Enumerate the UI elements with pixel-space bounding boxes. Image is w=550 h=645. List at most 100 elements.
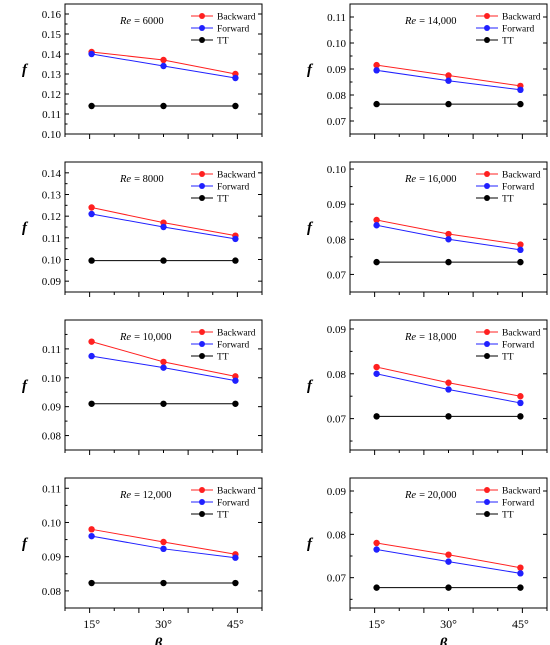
legend-marker [199,511,205,517]
legend-entry: TT [476,353,514,363]
legend-label: Backward [502,329,541,339]
legend-entry: Forward [191,341,249,351]
legend-marker [484,37,490,43]
data-point-tt [373,100,380,108]
legend-entry: TT [191,37,229,47]
legend-marker [484,13,490,19]
data-point-tt [160,400,167,407]
legend-label: Backward [502,171,541,181]
data-point-forward [373,222,380,229]
legend-label: TT [502,37,514,47]
data-point-forward [160,545,167,553]
legend-marker [199,341,205,347]
data-point-forward [160,223,167,231]
x-tick-label: 45° [512,617,529,631]
legend-label: Forward [217,499,249,509]
chart-panel: 0.11 0.10 0.09 0.08 f Re = 10,000 Backward Forwa… [22,319,263,455]
legend-marker [484,171,490,177]
data-point-tt [88,579,95,587]
data-point-backward [517,564,524,571]
y-tick-label: 0.08 [327,234,347,246]
re-value: = 6000 [134,16,164,27]
chart-panel: 0.11 0.10 0.09 0.08 0.07 f Re = 14,000 Backward F… [307,3,548,139]
data-point-forward [517,570,524,577]
re-symbol: Re [404,174,416,185]
chart-panel: 0.11 0.10 0.09 0.08 f Re = 12,000 Backward Forwa… [22,477,263,645]
data-point-tt [373,584,380,591]
y-tick-label: 0.08 [327,90,347,102]
y-tick-label: 0.08 [327,369,347,381]
legend-marker [484,341,490,347]
x-axis-label: β [154,636,163,645]
legend-label: Forward [217,183,249,193]
legend-marker [199,195,205,201]
data-point-tt [232,102,239,110]
y-tick-label: 0.10 [327,38,347,50]
re-symbol: Re [119,174,131,185]
re-label: Re = 12,000 [119,490,172,501]
y-tick-label: 0.10 [42,129,62,141]
legend-marker [199,499,205,505]
y-tick-label: 0.11 [42,483,61,495]
data-point-backward [445,230,452,238]
y-tick-label: 0.11 [42,109,61,121]
data-point-forward [445,236,452,243]
data-point-forward [232,554,239,561]
legend-entry: Forward [476,341,534,351]
legend-label: TT [217,511,229,521]
legend-entry: Backward [191,329,256,339]
chart-panel: 0.09 0.08 0.07 f Re = 18,000 Backward Forward TT [307,319,548,455]
data-point-backward [373,216,380,224]
re-value: = 16,000 [419,174,456,185]
re-label: Re = 20,000 [404,490,457,501]
y-tick-label: 0.15 [42,29,62,41]
data-point-backward [445,379,452,386]
legend-label: Forward [502,183,534,193]
legend-marker [199,171,205,177]
legend-entry: Backward [476,171,541,181]
data-point-tt [160,102,167,110]
y-tick-label: 0.10 [327,164,347,176]
y-tick-label: 0.10 [42,255,62,267]
data-point-forward [88,532,95,540]
legend-marker [199,329,205,335]
data-point-backward [373,539,380,547]
legend-marker [199,487,205,493]
y-tick-label: 0.09 [327,324,347,336]
y-tick-label: 0.09 [327,486,347,498]
data-point-backward [160,56,167,64]
y-axis-label: f [307,220,314,236]
data-point-tt [517,413,524,420]
data-point-tt [517,258,524,266]
data-point-forward [160,364,167,371]
legend-entry: TT [191,195,229,205]
legend-entry: Backward [476,329,541,339]
data-point-tt [232,400,239,407]
data-point-tt [88,257,95,264]
chart-panel: 0.09 0.08 0.07 f Re = 20,000 Backward Forward TT… [307,477,548,645]
y-axis-label: f [22,220,29,236]
legend-marker [484,329,490,335]
data-point-forward [517,86,524,94]
y-axis-label: f [22,378,29,394]
data-point-tt [445,258,452,266]
legend-entry: TT [476,195,514,205]
data-point-backward [160,538,167,546]
data-point-forward [88,352,95,360]
data-point-forward [160,62,167,70]
legend-label: TT [502,195,514,205]
data-point-forward [445,386,452,393]
data-point-forward [517,246,524,254]
legend-label: Backward [217,487,256,497]
x-axis-label: β [439,636,448,645]
legend-entry: Forward [476,183,534,193]
data-point-forward [88,210,95,218]
legend-marker [484,353,490,359]
y-tick-label: 0.14 [42,168,62,180]
re-label: Re = 6000 [119,16,164,27]
re-label: Re = 10,000 [119,332,172,343]
y-tick-label: 0.13 [42,190,62,202]
re-label: Re = 16,000 [404,174,457,185]
data-point-tt [160,257,167,264]
